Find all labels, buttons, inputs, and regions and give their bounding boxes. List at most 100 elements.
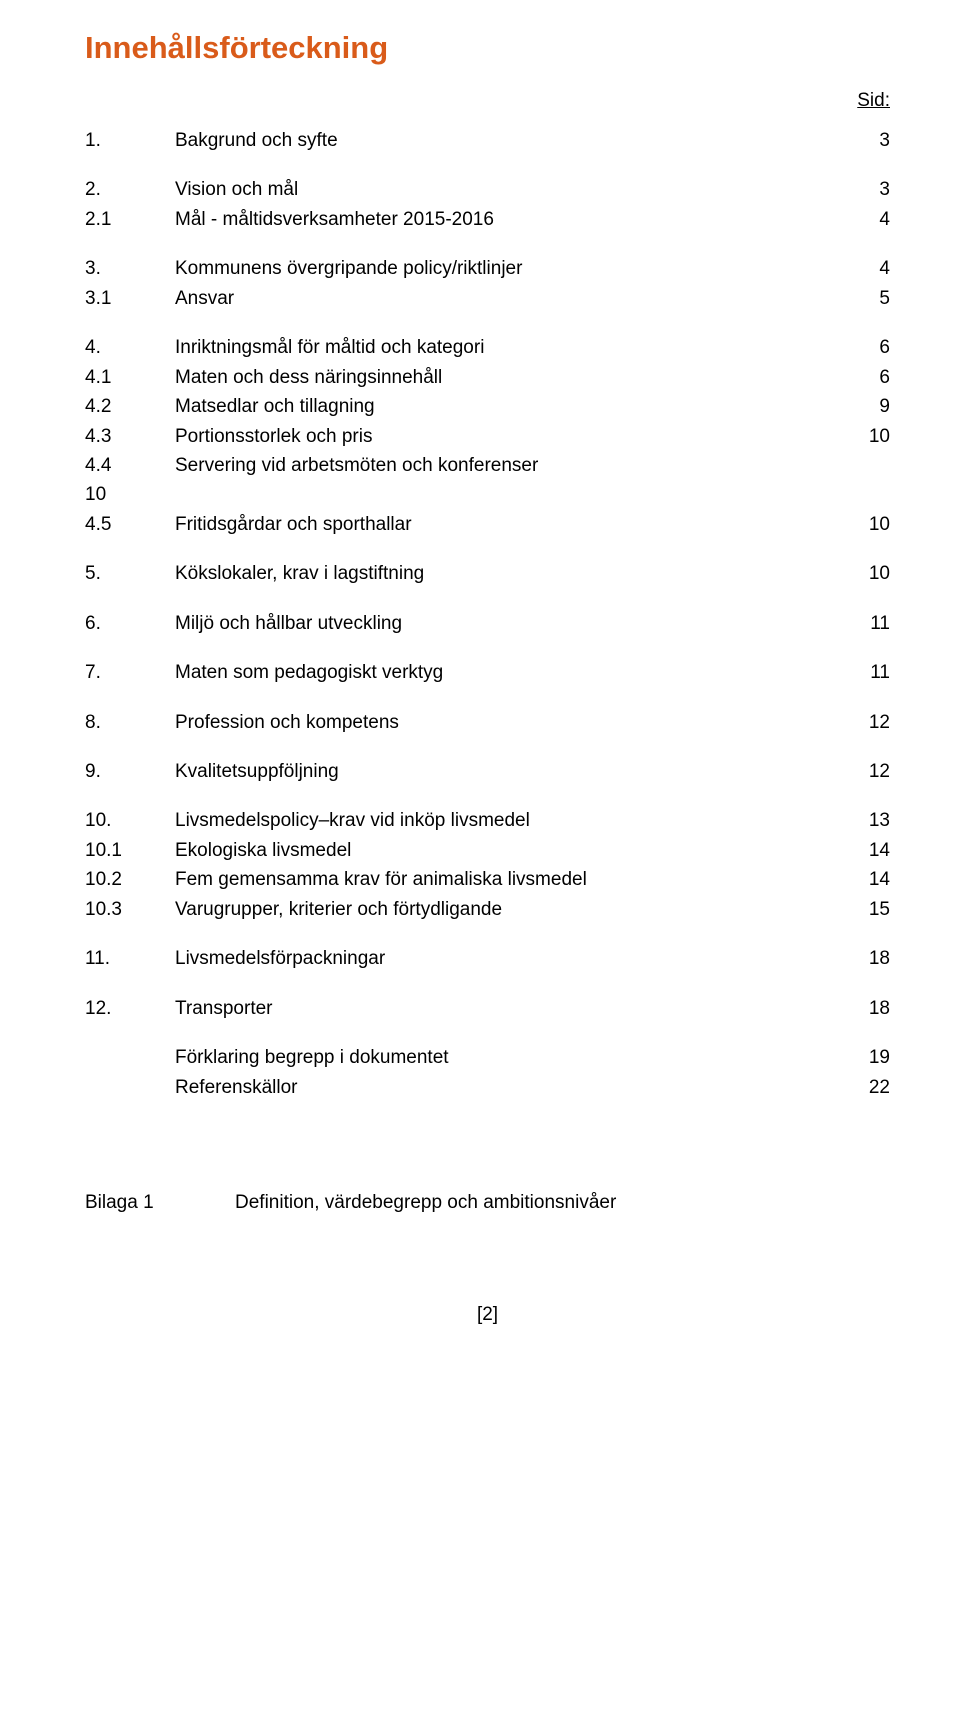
toc-number: 8. [85,708,175,737]
toc-title: Mål - måltidsverksamheter 2015-2016 [175,205,830,234]
toc-page: 6 [830,333,890,362]
toc-page: 10 [830,510,890,539]
group-gap [85,924,890,944]
toc-page: 5 [830,284,890,313]
toc-title: Ekologiska livsmedel [175,836,830,865]
toc-title: Kökslokaler, krav i lagstiftning [175,559,830,588]
group-gap [85,737,890,757]
page-footer: [2] [85,1304,890,1326]
toc-row: 1.Bakgrund och syfte3 [85,126,890,155]
group-gap [85,313,890,333]
toc-row: 10.Livsmedelspolicy–krav vid inköp livsm… [85,806,890,835]
toc-title: Fem gemensamma krav för animaliska livsm… [175,865,830,894]
toc-number: 3. [85,254,175,283]
sid-row: Sid: [85,90,890,112]
toc-row: 6.Miljö och hållbar utveckling11 [85,609,890,638]
toc-page: 9 [830,392,890,421]
toc-row: 4.5Fritidsgårdar och sporthallar10 [85,510,890,539]
toc-title: Förklaring begrepp i dokumentet [175,1043,830,1072]
toc-number: 2.1 [85,205,175,234]
toc-number: 11. [85,944,175,973]
toc-number: 4.5 [85,510,175,539]
toc-page: 10 [830,559,890,588]
toc-page: 15 [830,895,890,924]
toc-page: 12 [830,708,890,737]
toc-title: Livsmedelsförpackningar [175,944,830,973]
toc-page: 13 [830,806,890,835]
group-gap [85,638,890,658]
toc-title: Fritidsgårdar och sporthallar [175,510,830,539]
toc-page: 3 [830,175,890,204]
toc-number: 7. [85,658,175,687]
toc-number: 10.3 [85,895,175,924]
toc-title: Livsmedelspolicy–krav vid inköp livsmede… [175,806,830,835]
toc-number: 4.3 [85,422,175,451]
toc-title: Referenskällor [175,1073,830,1102]
toc-page: 19 [830,1043,890,1072]
toc-number: 3.1 [85,284,175,313]
toc-row: 10.3Varugrupper, kriterier och förtydlig… [85,895,890,924]
toc-title: Bakgrund och syfte [175,126,830,155]
toc-title: Ansvar [175,284,830,313]
toc-title: Portionsstorlek och pris [175,422,830,451]
toc-page: 14 [830,865,890,894]
toc-row: 12.Transporter18 [85,994,890,1023]
toc-row: 10.1Ekologiska livsmedel14 [85,836,890,865]
toc-number: 4.1 [85,363,175,392]
group-gap [85,539,890,559]
toc-number: 4.4 [85,451,175,480]
toc-number: 10 [85,480,175,509]
spacer [85,1102,890,1192]
toc-row: 4.4Servering vid arbetsmöten och konfere… [85,451,890,480]
group-gap [85,786,890,806]
toc-title: Inriktningsmål för måltid och kategori [175,333,830,362]
toc-title: Vision och mål [175,175,830,204]
toc-page: 11 [830,609,890,638]
toc-page: 22 [830,1073,890,1102]
group-gap [85,1023,890,1043]
toc-page: 12 [830,757,890,786]
toc-title: Varugrupper, kriterier och förtydligande [175,895,830,924]
toc-number: 6. [85,609,175,638]
sid-label: Sid: [857,90,890,112]
toc-row: 5.Kökslokaler, krav i lagstiftning10 [85,559,890,588]
toc-title: Kommunens övergripande policy/riktlinjer [175,254,830,283]
toc-number: 5. [85,559,175,588]
toc-title: Profession och kompetens [175,708,830,737]
toc-title: Transporter [175,994,830,1023]
toc-page: 14 [830,836,890,865]
toc-row: 3.1Ansvar5 [85,284,890,313]
toc-row: 4.Inriktningsmål för måltid och kategori… [85,333,890,362]
toc-row: 4.3Portionsstorlek och pris10 [85,422,890,451]
group-gap [85,589,890,609]
group-gap [85,974,890,994]
toc-row: 4.1Maten och dess näringsinnehåll6 [85,363,890,392]
document-page: Innehållsförteckning Sid: 1.Bakgrund och… [0,0,960,1366]
toc-container: 1.Bakgrund och syfte32.Vision och mål32.… [85,126,890,1102]
toc-title: Maten och dess näringsinnehåll [175,363,830,392]
toc-page: 3 [830,126,890,155]
toc-page: 18 [830,994,890,1023]
toc-title: Miljö och hållbar utveckling [175,609,830,638]
toc-page: 11 [830,658,890,687]
group-gap [85,688,890,708]
toc-number: 10.1 [85,836,175,865]
bilaga-title: Definition, värdebegrepp och ambitionsni… [235,1192,616,1214]
toc-row: 2.1Mål - måltidsverksamheter 2015-20164 [85,205,890,234]
page-heading: Innehållsförteckning [85,30,890,66]
toc-page: 4 [830,205,890,234]
toc-number: 1. [85,126,175,155]
toc-title: Matsedlar och tillagning [175,392,830,421]
toc-row: 11.Livsmedelsförpackningar18 [85,944,890,973]
toc-row: 7.Maten som pedagogiskt verktyg11 [85,658,890,687]
toc-row: 10.2Fem gemensamma krav för animaliska l… [85,865,890,894]
toc-page: 4 [830,254,890,283]
group-gap [85,234,890,254]
toc-number: 9. [85,757,175,786]
toc-number: 10.2 [85,865,175,894]
toc-row: 8.Profession och kompetens12 [85,708,890,737]
toc-row: 10 [85,480,890,509]
toc-row: Referenskällor22 [85,1073,890,1102]
toc-page: 18 [830,944,890,973]
bilaga-label: Bilaga 1 [85,1192,235,1214]
